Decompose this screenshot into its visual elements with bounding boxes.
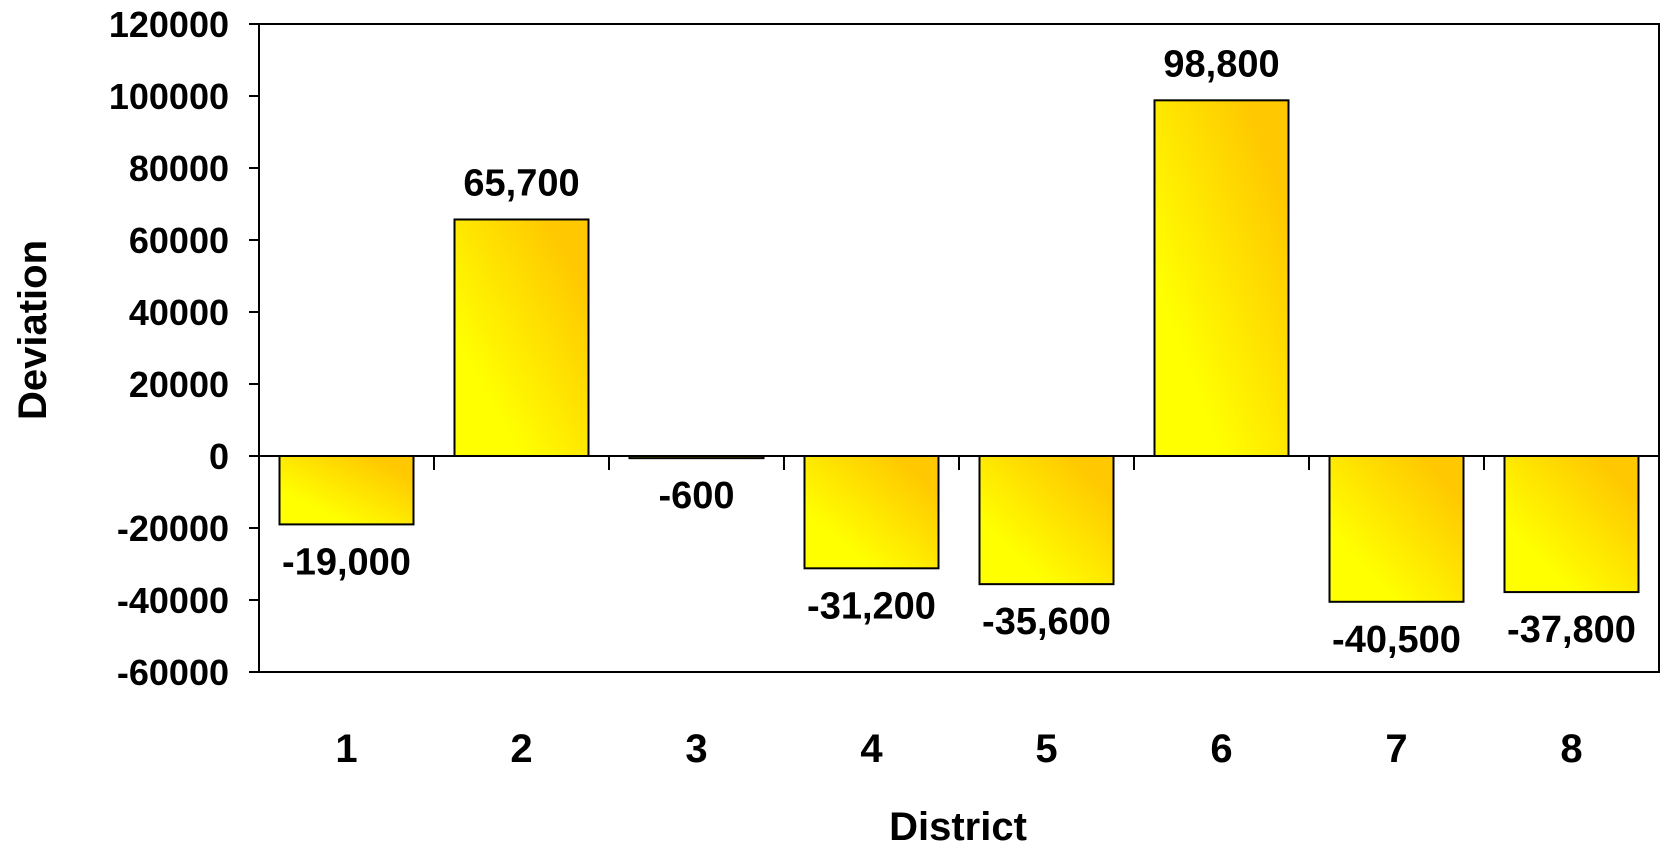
bar-series [278, 99, 1640, 603]
bar [628, 455, 765, 460]
y-tick-label: 60000 [129, 220, 229, 261]
y-tick-label: 100000 [109, 76, 229, 117]
data-label: -31,200 [807, 585, 936, 627]
bar [278, 455, 415, 526]
x-tick-label: 6 [1210, 727, 1232, 771]
bar [1153, 99, 1290, 457]
x-axis-title: District [889, 805, 1027, 849]
y-tick-label: -40000 [117, 580, 229, 621]
data-label: 65,700 [463, 162, 579, 204]
x-tick-label: 8 [1560, 727, 1582, 771]
x-tick-label: 2 [510, 727, 532, 771]
x-tick-label: 5 [1035, 727, 1057, 771]
bar [453, 218, 590, 457]
plot-frame [258, 23, 1660, 673]
bar [1328, 455, 1465, 603]
y-tick-label: 120000 [109, 4, 229, 45]
bar [978, 455, 1115, 586]
plot-area [258, 23, 1660, 673]
data-label: -40,500 [1332, 619, 1461, 661]
data-label: -19,000 [282, 541, 411, 583]
bar [803, 455, 940, 570]
y-axis-title: Deviation [11, 240, 55, 420]
data-label: 98,800 [1163, 43, 1279, 85]
x-tick-label: 1 [335, 727, 357, 771]
data-label: -35,600 [982, 601, 1111, 643]
y-tick-label: 0 [209, 436, 229, 477]
y-tick-label: -60000 [117, 652, 229, 693]
x-axis: 1 2 3 4 5 6 7 8 [259, 455, 1659, 771]
y-tick-label: 80000 [129, 148, 229, 189]
x-tick-label: 3 [685, 727, 707, 771]
data-label: -37,800 [1507, 609, 1636, 651]
x-tick-label: 4 [860, 727, 883, 771]
y-tick-label: 20000 [129, 364, 229, 405]
bar [1503, 455, 1640, 594]
data-label: -600 [658, 475, 734, 517]
y-axis: 120000 100000 80000 60000 40000 20000 0 -20000 -… [109, 4, 259, 693]
y-tick-label: -20000 [117, 508, 229, 549]
x-tick-label: 7 [1385, 727, 1407, 771]
y-tick-label: 40000 [129, 292, 229, 333]
data-labels: -19,000 65,700 -600 -31,200 -35,600 98,800 -40… [282, 43, 1636, 660]
